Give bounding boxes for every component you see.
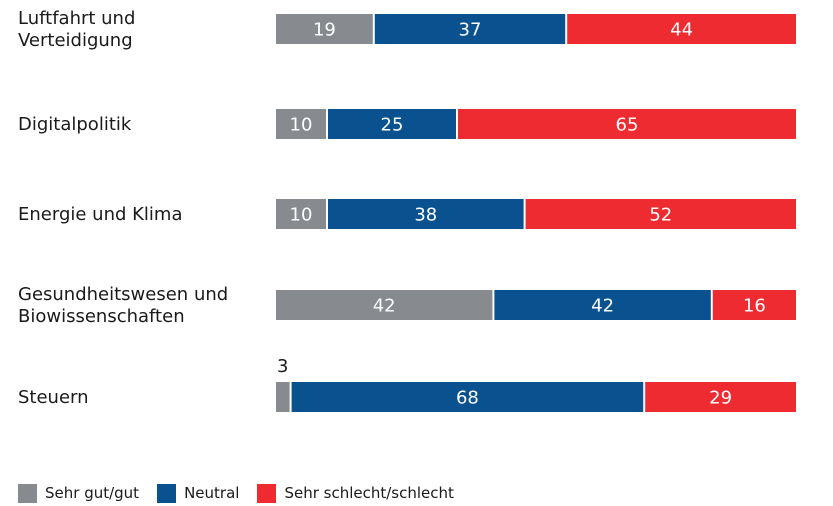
bar-value-label: 38: [414, 205, 437, 226]
category-label: Gesundheitswesen und Biowissenschaften: [18, 284, 228, 327]
legend-label-neutral: Neutral: [184, 484, 240, 502]
category-label: Energie und Klima: [18, 204, 183, 225]
bar-segment: [328, 109, 456, 139]
stacked-bar-chart: Luftfahrt und Verteidigung 19 37 44 Digitalpo…: [18, 8, 796, 412]
category-label: Luftfahrt und Verteidigung: [18, 8, 135, 51]
bar-value-label: 65: [616, 115, 639, 136]
category-label: Digitalpolitik: [18, 114, 132, 135]
legend: Sehr gut/gut Neutral Sehr schlecht/schle…: [18, 480, 472, 506]
bar-segment: [374, 14, 566, 44]
legend-swatch-neutral: [157, 483, 177, 503]
bar-segment: [645, 382, 796, 412]
bar-value-label: 42: [591, 296, 614, 317]
legend-swatch-negative: [257, 483, 277, 503]
bar-value-label: 25: [381, 115, 404, 136]
legend-item-positive: Sehr gut/gut: [18, 483, 140, 503]
bar-value-label: 42: [373, 296, 396, 317]
bar-value-label: 10: [290, 115, 313, 136]
legend-item-neutral: Neutral: [157, 483, 240, 503]
bar-value-label: 37: [459, 20, 482, 41]
bar-segment: [291, 382, 644, 412]
bar-segment: [276, 109, 326, 139]
bar-value-label: 44: [670, 20, 693, 41]
legend-swatch-positive: [18, 483, 37, 503]
bar-value-label: 68: [456, 388, 479, 409]
bar-segment: [567, 14, 796, 44]
category-label: Steuern: [18, 387, 89, 408]
bar-value-label: 52: [649, 205, 672, 226]
bar-value-label: 10: [290, 205, 313, 226]
bar-value-label: 3: [277, 356, 288, 377]
bar-segment: [276, 14, 373, 44]
bar-value-label: 29: [709, 388, 732, 409]
legend-label-negative: Sehr schlecht/schlecht: [284, 484, 454, 502]
bar-segment: [525, 199, 796, 229]
bar-segment: [458, 109, 796, 139]
bar-segment: [712, 290, 796, 320]
legend-item-negative: Sehr schlecht/schlecht: [257, 483, 454, 503]
bar-segment: [276, 290, 493, 320]
bar-segment: [276, 382, 290, 412]
bar-segment: [276, 199, 326, 229]
bar-value-label: 16: [743, 296, 766, 317]
bar-segment: [328, 199, 524, 229]
bar-segment: [494, 290, 711, 320]
legend-label-positive: Sehr gut/gut: [45, 484, 140, 502]
bar-value-label: 19: [313, 20, 336, 41]
